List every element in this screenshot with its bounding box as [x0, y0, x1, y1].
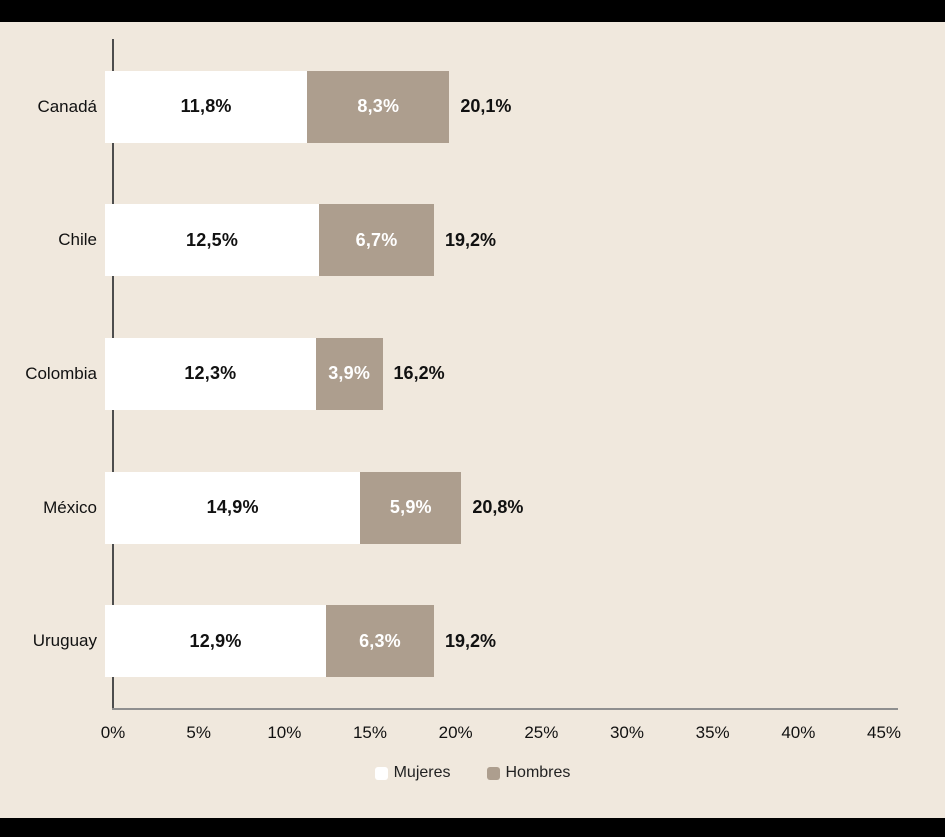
bar-value-label: 5,9% [389, 497, 432, 518]
category-label: Chile [58, 230, 97, 250]
hombres-swatch-icon [486, 766, 500, 780]
mujeres-bar-segment: 12,3% [105, 337, 316, 410]
bar-stack: 14,9% 5,9% [105, 471, 462, 544]
top-black-band [0, 0, 945, 22]
category-label: Canadá [37, 96, 97, 116]
mujeres-bar-segment: 14,9% [105, 471, 361, 544]
x-axis-tick-label: 45% [866, 723, 902, 742]
chart-row: Colombia 12,3% 3,9% 16,2% [0, 307, 945, 441]
legend-item-mujeres: Mujeres [374, 764, 451, 782]
hombres-bar-segment: 8,3% [307, 70, 450, 143]
stacked-bar-chart: Canadá 11,8% 8,3% 20,1% Chile 12,5% 6,7% 19,2% C… [0, 22, 945, 818]
total-value-label: 16,2% [393, 363, 445, 384]
x-axis-tick-label: 20% [438, 723, 473, 742]
total-value-label: 19,2% [444, 630, 496, 651]
bar-value-label: 12,9% [189, 630, 242, 651]
mujeres-swatch-icon [374, 766, 388, 780]
hombres-bar-segment: 6,7% [319, 204, 434, 277]
bar-value-label: 3,9% [328, 363, 371, 384]
category-label: Uruguay [32, 631, 97, 651]
total-value-label: 20,8% [472, 497, 524, 518]
bar-value-label: 11,8% [180, 96, 232, 117]
chart-row: Uruguay 12,9% 6,3% 19,2% [0, 574, 945, 708]
bottom-black-band [0, 818, 945, 837]
bar-value-label: 8,3% [357, 96, 400, 117]
chart-rows: Canadá 11,8% 8,3% 20,1% Chile 12,5% 6,7% 19,2% C… [0, 40, 945, 708]
x-axis-tick-labels: 0% 5% 10% 15% 20% 25% 30% 35% 40% 45% [101, 723, 901, 745]
x-axis-tick-label: 25% [524, 723, 559, 742]
bar-stack: 12,3% 3,9% [105, 337, 383, 410]
mujeres-bar-segment: 12,9% [105, 605, 327, 678]
hombres-bar-segment: 6,3% [326, 605, 434, 678]
mujeres-bar-segment: 11,8% [105, 70, 308, 143]
bar-value-label: 14,9% [206, 497, 259, 518]
legend: Mujeres Hombres [0, 764, 945, 782]
x-axis-tick-label: 10% [267, 723, 302, 742]
legend-label-hombres: Hombres [505, 764, 571, 781]
x-axis-line [112, 708, 898, 710]
bar-stack: 11,8% 8,3% [105, 70, 450, 143]
x-axis-tick-label: 40% [781, 723, 816, 742]
mujeres-bar-segment: 12,5% [105, 204, 320, 277]
total-value-label: 20,1% [460, 96, 512, 117]
chart-row: México 14,9% 5,9% 20,8% [0, 441, 945, 575]
legend-item-hombres: Hombres [486, 764, 571, 782]
chart-row: Chile 12,5% 6,7% 19,2% [0, 174, 945, 308]
bar-value-label: 6,3% [359, 630, 401, 651]
bar-stack: 12,9% 6,3% [105, 605, 434, 678]
bar-value-label: 6,7% [355, 229, 398, 250]
hombres-bar-segment: 5,9% [360, 471, 462, 544]
bar-value-label: 12,5% [186, 229, 239, 250]
legend-label-mujeres: Mujeres [393, 764, 451, 781]
hombres-bar-segment: 3,9% [315, 337, 383, 410]
chart-row: Canadá 11,8% 8,3% 20,1% [0, 40, 945, 174]
x-axis-tick-label: 35% [695, 723, 730, 742]
x-axis-tick-label: 15% [352, 723, 387, 742]
bar-value-label: 12,3% [184, 363, 237, 384]
total-value-label: 19,2% [444, 229, 496, 250]
x-axis-tick-label: 5% [186, 723, 211, 742]
x-axis-tick-label: 30% [609, 723, 644, 742]
category-label: Colombia [25, 363, 97, 383]
category-label: México [43, 497, 97, 517]
x-axis-tick-label: 0% [100, 723, 126, 742]
bar-stack: 12,5% 6,7% [105, 204, 434, 277]
